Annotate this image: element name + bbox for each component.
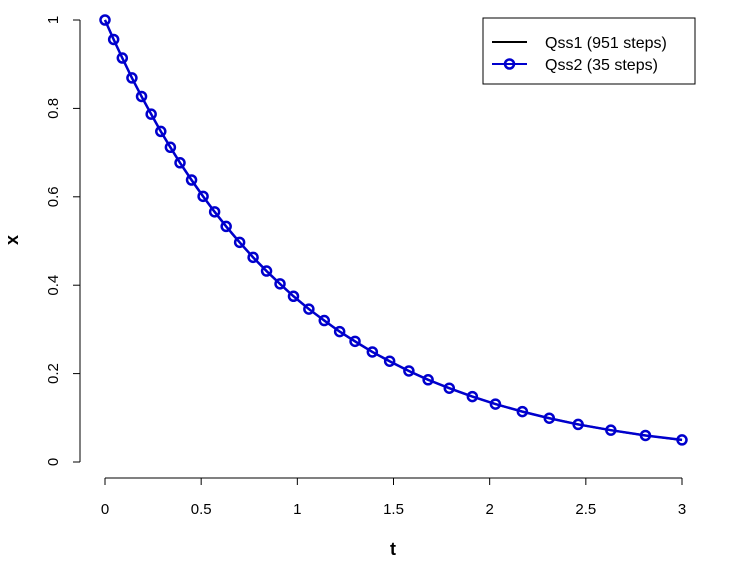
y-tick-label: 0.2 <box>45 363 62 384</box>
data-point-qss2 <box>99 14 111 26</box>
plot-area <box>99 14 688 446</box>
legend-label-qss1: Qss1 (951 steps) <box>545 35 667 52</box>
data-point-qss2 <box>403 365 415 377</box>
data-point-qss2 <box>287 290 300 302</box>
series-line-qss2 <box>103 19 683 442</box>
data-point-qss2 <box>605 424 617 436</box>
data-point-qss2 <box>185 174 198 186</box>
data-point-qss2 <box>274 278 286 290</box>
data-point-qss2 <box>247 251 259 264</box>
data-point-qss2 <box>333 325 346 338</box>
x-tick-label: 2.5 <box>575 501 596 518</box>
x-tick-label: 3 <box>678 501 686 518</box>
data-point-qss2 <box>135 90 148 103</box>
data-point-qss2 <box>543 412 556 424</box>
data-point-qss2 <box>466 390 479 403</box>
x-tick-label: 1 <box>293 501 301 518</box>
data-point-qss2 <box>516 405 529 418</box>
x-tick-label: 0 <box>101 501 109 518</box>
data-point-qss2 <box>422 374 434 386</box>
data-point-qss2 <box>676 434 688 446</box>
y-tick-label: 0.4 <box>45 275 62 296</box>
x-tick-label: 2 <box>485 501 493 518</box>
legend-marker-qss2 <box>503 58 516 70</box>
y-tick-label: 0.6 <box>45 186 62 207</box>
data-point-qss2 <box>572 418 584 431</box>
data-point-qss2 <box>489 398 502 410</box>
data-point-qss2 <box>174 157 186 169</box>
y-axis-title: x <box>2 235 22 245</box>
data-point-qss2 <box>383 355 396 367</box>
y-tick-label: 0 <box>45 458 62 466</box>
legend: Qss1 (951 steps) Qss2 (35 steps) <box>482 17 696 85</box>
data-point-qss2 <box>164 141 177 154</box>
data-point-qss2 <box>639 429 652 442</box>
y-tick-label: 0.8 <box>45 98 62 119</box>
data-point-qss2 <box>197 190 209 203</box>
data-point-qss2 <box>145 108 157 120</box>
data-point-qss2 <box>260 265 273 277</box>
legend-box <box>482 17 696 85</box>
data-point-qss2 <box>126 72 138 84</box>
x-axis-title: t <box>390 539 396 559</box>
data-point-qss2 <box>349 335 361 348</box>
data-point-qss2 <box>366 346 379 358</box>
axes: 0 0.5 1 1.5 2 2.5 3 0 0.2 0.4 0.6 0.8 1 <box>45 16 686 518</box>
data-point-qss2 <box>233 236 246 249</box>
data-point-qss2 <box>303 303 315 315</box>
y-tick-label: 1 <box>45 16 62 24</box>
data-point-qss2 <box>155 125 167 138</box>
data-point-qss2 <box>220 220 232 233</box>
x-tick-label: 0.5 <box>191 501 212 518</box>
data-point-qss2 <box>318 314 331 327</box>
legend-label-qss2: Qss2 (35 steps) <box>545 57 658 74</box>
data-point-qss2 <box>443 382 456 394</box>
data-point-qss2 <box>107 33 120 46</box>
x-tick-label: 1.5 <box>383 501 404 518</box>
data-point-qss2 <box>116 52 129 64</box>
data-point-qss2 <box>208 206 221 218</box>
